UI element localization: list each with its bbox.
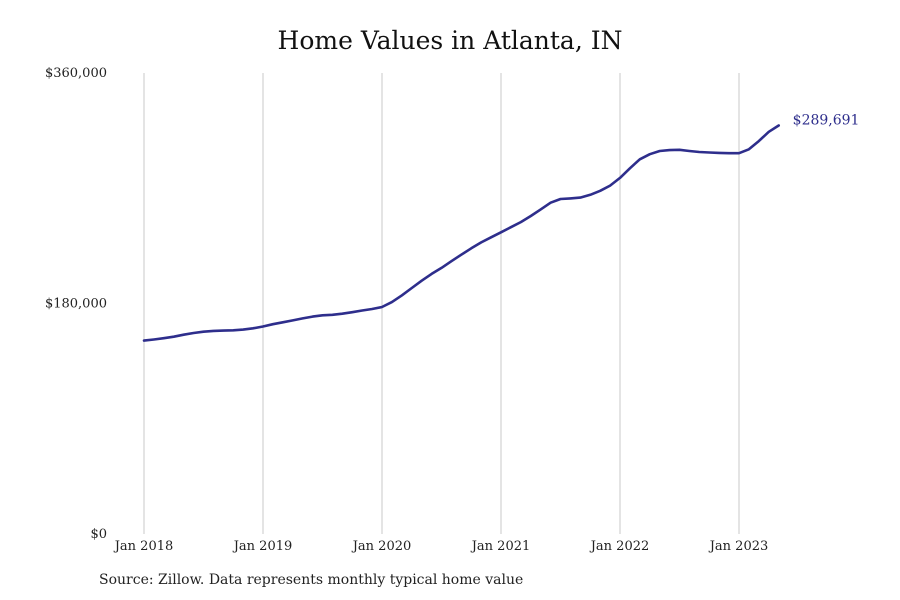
x-axis-tick-labels: Jan 2018 Jan 2019 Jan 2020 Jan 2021 Jan 2022…: [113, 539, 769, 554]
x-tick-label: Jan 2018: [113, 539, 174, 554]
series-layer: [142, 124, 780, 342]
chart-title: Home Values in Atlanta, IN: [277, 26, 623, 55]
source-note: Source: Zillow. Data represents monthly …: [99, 572, 524, 588]
x-tick-label: Jan 2022: [589, 539, 650, 554]
x-tick-label: Jan 2019: [232, 539, 293, 554]
end-value-label: $289,691: [793, 113, 860, 129]
x-tick-label: Jan 2020: [351, 539, 412, 554]
x-tick-label: Jan 2021: [470, 539, 531, 554]
y-axis-tick-labels: $0 $180,000 $360,000: [45, 66, 107, 542]
y-tick-label: $0: [90, 527, 107, 542]
series-line: [142, 124, 780, 342]
y-tick-label: $180,000: [45, 297, 107, 312]
y-tick-label: $360,000: [45, 66, 107, 81]
x-tick-label: Jan 2023: [708, 539, 769, 554]
gridlines: [143, 73, 740, 534]
